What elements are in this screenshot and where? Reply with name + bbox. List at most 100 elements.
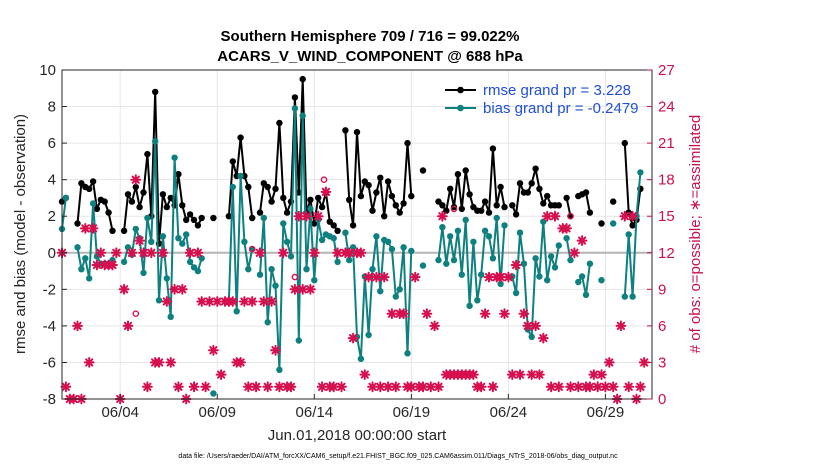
- obs-assimilated-marker: [475, 381, 487, 393]
- x-tick-label: 06/14: [296, 404, 334, 421]
- rmse-point: [621, 139, 628, 147]
- bias-line-segment: [565, 238, 572, 261]
- rmse-point: [194, 222, 202, 229]
- rmse-point: [179, 202, 186, 209]
- obs-assimilated-marker: [506, 369, 518, 380]
- bias-point: [175, 235, 182, 242]
- rmse-point: [210, 214, 217, 222]
- bias-point: [454, 227, 462, 234]
- bias-point: [637, 169, 644, 176]
- bias-point: [229, 183, 236, 191]
- obs-assimilated-marker: [530, 320, 541, 332]
- rmse-point: [528, 180, 535, 187]
- bias-point: [586, 260, 594, 267]
- rmse-point: [74, 220, 81, 227]
- left-tick-label: 0: [48, 245, 56, 262]
- obs-assimilated-marker: [576, 235, 588, 246]
- rmse-point: [132, 183, 139, 191]
- right-tick-label: 9: [658, 281, 666, 298]
- obs-assimilated-marker: [305, 283, 316, 295]
- obs-assimilated-marker: [545, 381, 557, 393]
- bias-point: [435, 256, 442, 264]
- bias-point: [563, 235, 570, 242]
- rmse-point: [555, 202, 562, 209]
- x-tick-label: 06/04: [101, 404, 139, 421]
- obs-assimilated-marker: [227, 296, 239, 307]
- rmse-point: [109, 227, 116, 234]
- obs-assimilated-marker: [518, 308, 530, 320]
- bias-point: [256, 271, 264, 278]
- bias-point: [485, 233, 493, 240]
- obs-assimilated-marker: [487, 381, 499, 393]
- bias-point: [516, 229, 524, 236]
- rmse-point: [443, 207, 450, 214]
- obs-assimilated-marker: [301, 210, 312, 222]
- rmse-point: [377, 174, 384, 181]
- obs-possible-marker: [320, 176, 328, 183]
- bias-point: [171, 154, 178, 161]
- obs-assimilated-marker: [603, 357, 615, 368]
- rmse-point: [365, 182, 372, 189]
- obs-assimilated-marker: [561, 223, 572, 234]
- bias-point: [532, 255, 539, 262]
- bias-point: [373, 233, 380, 240]
- obs-assimilated-marker: [433, 381, 444, 393]
- bias-point: [245, 266, 252, 273]
- rmse-point: [86, 185, 93, 192]
- bias-point: [400, 244, 407, 251]
- rmse-point: [183, 216, 190, 224]
- bias-point: [89, 200, 97, 207]
- bias-point: [365, 331, 372, 339]
- rmse-point: [524, 189, 531, 196]
- right-tick-label: 12: [658, 245, 675, 262]
- bias-point: [489, 255, 497, 262]
- rmse-point: [540, 200, 547, 207]
- rmse-point: [381, 213, 388, 220]
- bias-point: [276, 366, 283, 373]
- rmse-point: [124, 191, 132, 198]
- right-tick-label: 15: [658, 208, 675, 225]
- obs-assimilated-marker: [468, 369, 479, 380]
- rmse-point: [369, 207, 376, 214]
- obs-assimilated-marker: [627, 210, 638, 222]
- rmse-point: [485, 209, 493, 216]
- rmse-point: [272, 185, 279, 192]
- obs-assimilated-marker: [549, 210, 561, 222]
- bias-point: [299, 112, 306, 119]
- rmse-point: [144, 150, 151, 158]
- bias-point: [179, 240, 186, 247]
- right-tick-label: 6: [658, 318, 666, 335]
- rmse-point: [489, 145, 497, 152]
- bias-point: [544, 277, 551, 284]
- obs-assimilated-marker: [479, 308, 491, 320]
- bias-point: [163, 275, 170, 282]
- rmse-point: [245, 183, 252, 191]
- obs-assimilated-marker: [91, 259, 103, 271]
- rmse-point: [497, 183, 504, 191]
- obs-assimilated-marker: [157, 247, 169, 259]
- obs-assimilated-marker: [437, 210, 448, 222]
- bias-point: [198, 255, 205, 262]
- bias-point: [155, 297, 163, 304]
- obs-assimilated-marker: [569, 247, 580, 259]
- obs-assimilated-marker: [320, 186, 332, 198]
- right-tick-label: 18: [658, 172, 675, 189]
- obs-assimilated-marker: [215, 369, 227, 380]
- rmse-point: [563, 194, 570, 202]
- obs-possible-marker: [450, 205, 458, 213]
- obs-assimilated-marker: [130, 174, 142, 186]
- obs-assimilated-marker: [347, 332, 359, 344]
- obs-assimilated-marker: [60, 381, 72, 393]
- rmse-point: [392, 202, 399, 209]
- rmse-point: [384, 178, 392, 185]
- bias-point: [357, 355, 365, 362]
- rmse-point: [167, 194, 174, 202]
- obs-assimilated-marker: [572, 381, 584, 393]
- obs-assimilated-marker: [378, 271, 390, 283]
- bias-point: [536, 273, 543, 280]
- rmse-point: [256, 209, 264, 216]
- bias-point: [78, 266, 85, 273]
- obs-assimilated-marker: [635, 381, 646, 393]
- rmse-point: [330, 222, 337, 229]
